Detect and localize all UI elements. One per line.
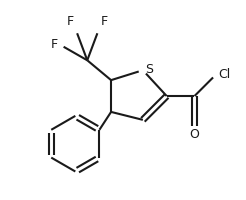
- Text: Cl: Cl: [218, 68, 230, 81]
- Text: O: O: [190, 128, 200, 141]
- Text: F: F: [51, 38, 58, 51]
- Text: F: F: [67, 15, 74, 28]
- Text: F: F: [101, 15, 108, 28]
- Text: S: S: [145, 63, 153, 76]
